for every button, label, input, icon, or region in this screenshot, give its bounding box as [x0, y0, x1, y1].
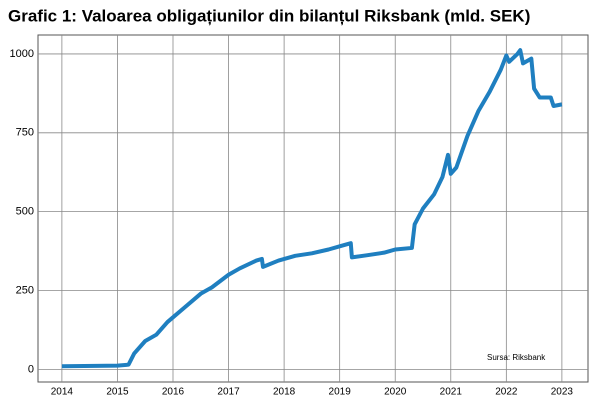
x-tick-label: 2022 — [495, 387, 518, 398]
data-line — [61, 48, 563, 369]
y-tick-label: 250 — [16, 284, 34, 296]
x-tick-label: 2018 — [273, 387, 296, 398]
x-tick-label: 2020 — [384, 387, 407, 398]
x-tick-label: 2015 — [106, 387, 129, 398]
x-tick-label: 2014 — [51, 387, 74, 398]
y-tick-label: 0 — [28, 363, 34, 375]
chart-title: Grafic 1: Valoarea obligațiunilor din bi… — [8, 6, 530, 25]
y-tick-label: 500 — [16, 206, 34, 218]
x-tick-label: 2016 — [162, 387, 185, 398]
y-tick-label: 750 — [16, 127, 34, 139]
y-tick-label: 1000 — [10, 48, 34, 60]
plot-frame — [37, 34, 589, 383]
x-tick-label: 2021 — [440, 387, 463, 398]
x-tick-label: 2019 — [329, 387, 352, 398]
annotation: Sursa: Riksbank — [487, 353, 546, 362]
x-tick-label: 2023 — [551, 387, 574, 398]
x-tick-label: 2017 — [217, 387, 240, 398]
